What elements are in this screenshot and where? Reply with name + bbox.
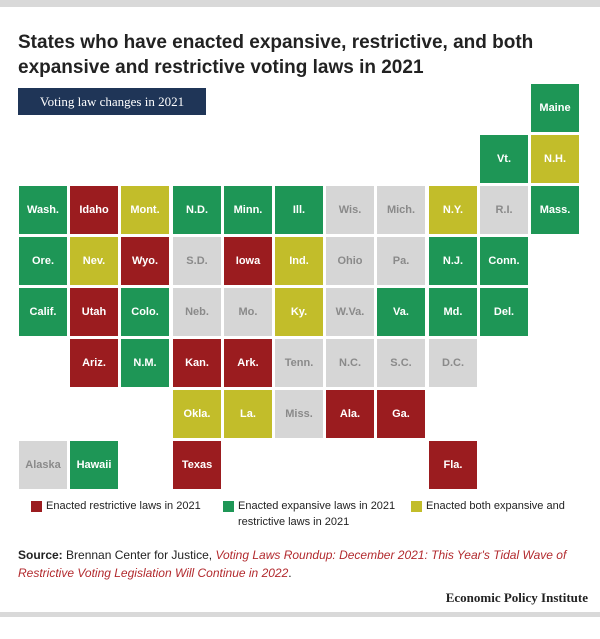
bottom-rule [0,612,600,617]
chart-title: States who have enacted expansive, restr… [18,32,534,78]
state-tile-sc: S.C. [377,339,425,387]
state-tile-ri: R.I. [480,186,528,234]
state-tile-neb: Neb. [173,288,221,336]
state-tile-sd: S.D. [173,237,221,285]
state-tile-ala: Ala. [326,390,374,438]
state-tile-mont: Mont. [121,186,169,234]
state-tile-minn: Minn. [224,186,272,234]
state-tile-miss: Miss. [275,390,323,438]
state-tile-hawaii: Hawaii [70,441,118,489]
state-tile-colo: Colo. [121,288,169,336]
state-tile-ind: Ind. [275,237,323,285]
state-tile-okla: Okla. [173,390,221,438]
state-tile-conn: Conn. [480,237,528,285]
state-tile-wyo: Wyo. [121,237,169,285]
state-tile-fla: Fla. [429,441,477,489]
state-tile-pa: Pa. [377,237,425,285]
state-tile-ohio: Ohio [326,237,374,285]
source-citation-link[interactable]: Voting Laws Roundup: December 2021: This… [18,548,567,580]
state-tile-nc: N.C. [326,339,374,387]
state-tile-wis: Wis. [326,186,374,234]
source-end: . [288,566,292,580]
state-tile-vt: Vt. [480,135,528,183]
state-tile-utah: Utah [70,288,118,336]
legend-label-restrictive: Enacted restrictive laws in 2021 [46,500,201,512]
state-tile-nev: Nev. [70,237,118,285]
state-tile-tenn: Tenn. [275,339,323,387]
state-tile-dc: D.C. [429,339,477,387]
state-tile-ore: Ore. [19,237,67,285]
state-tile-wash: Wash. [19,186,67,234]
state-tile-ark: Ark. [224,339,272,387]
state-tile-ill: Ill. [275,186,323,234]
state-tile-ky: Ky. [275,288,323,336]
state-tile-texas: Texas [173,441,221,489]
state-tile-md: Md. [429,288,477,336]
publisher-logo-text: Economic Policy Institute [445,590,588,605]
state-tile-idaho: Idaho [70,186,118,234]
source-text: Brennan Center for Justice, [66,548,213,562]
state-tile-wva: W.Va. [326,288,374,336]
legend-swatch-both [411,501,422,512]
legend-label-both-line2: restrictive laws in 2021 [238,516,350,528]
source-label: Source: [18,548,63,562]
state-tile-mich: Mich. [377,186,425,234]
state-tile-alaska: Alaska [19,441,67,489]
state-tile-nd: N.D. [173,186,221,234]
legend-label-expansive: Enacted expansive laws in 2021 [238,500,396,512]
legend-swatch-restrictive [31,501,42,512]
state-tile-nj: N.J. [429,237,477,285]
state-tile-la: La. [224,390,272,438]
state-tile-mo: Mo. [224,288,272,336]
state-tile-maine: Maine [531,84,579,132]
state-tile-kan: Kan. [173,339,221,387]
legend-swatch-expansive [223,501,234,512]
state-tile-mass: Mass. [531,186,579,234]
state-tile-ga: Ga. [377,390,425,438]
legend-label-both-line1: Enacted both expansive and [426,500,565,512]
state-tile-va: Va. [377,288,425,336]
state-tile-nh: N.H. [531,135,579,183]
state-tile-iowa: Iowa [224,237,272,285]
chart-tag: Voting law changes in 2021 [18,88,206,115]
state-tile-nm: N.M. [121,339,169,387]
state-tile-ny: N.Y. [429,186,477,234]
state-tile-ariz: Ariz. [70,339,118,387]
state-tile-del: Del. [480,288,528,336]
source-note: Source: Brennan Center for Justice, Voti… [18,546,590,582]
top-rule [0,0,600,7]
state-tile-calif: Calif. [19,288,67,336]
